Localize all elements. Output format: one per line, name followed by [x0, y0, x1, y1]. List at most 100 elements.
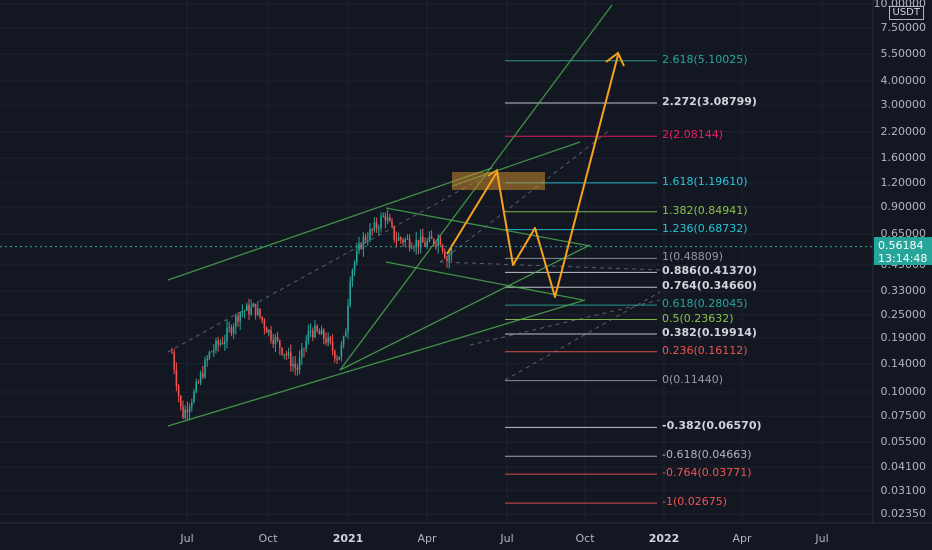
- candle-body: [303, 348, 305, 350]
- projection-arrowhead: [605, 51, 625, 67]
- price-tick-label: 4.00000: [880, 74, 927, 88]
- price-tick-label: 0.05500: [880, 435, 927, 449]
- price-tick-label: 0.14000: [880, 356, 927, 370]
- candle-body: [197, 382, 200, 384]
- fib-level-label: -0.382(0.06570): [662, 419, 762, 433]
- candle-body: [279, 340, 281, 348]
- candle-body: [384, 215, 387, 221]
- candle-body: [188, 407, 191, 413]
- candle-body: [382, 215, 384, 217]
- trendline: [167, 299, 586, 427]
- fib-level-label: 2.272(3.08799): [662, 95, 757, 108]
- candle-body: [261, 316, 263, 321]
- candle-body: [312, 330, 314, 338]
- candle-body: [224, 341, 226, 344]
- candle-body: [221, 343, 224, 345]
- candle-body: [226, 328, 228, 342]
- candle-body: [265, 327, 268, 333]
- candle-body: [395, 239, 398, 241]
- candle-body: [378, 228, 380, 230]
- price-tick-label: 0.33000: [880, 284, 927, 298]
- trendline: [339, 244, 591, 371]
- candle-body: [318, 331, 321, 335]
- candle-body: [243, 310, 246, 312]
- price-tick-label: 0.90000: [880, 199, 927, 213]
- candle-body: [180, 395, 182, 407]
- candle-body: [331, 341, 334, 351]
- candle-body: [340, 344, 343, 357]
- candle-body: [314, 325, 316, 338]
- candle-body: [323, 329, 325, 339]
- candle-body: [358, 243, 360, 251]
- fib-level-label: 0.236(0.16112): [662, 343, 748, 357]
- candle-body: [208, 351, 211, 359]
- candle-body: [422, 236, 424, 243]
- candle-body: [424, 242, 426, 247]
- fib-level-label: -0.764(0.03771): [662, 466, 752, 480]
- candle-body: [268, 329, 270, 333]
- chart-grid: [0, 0, 873, 523]
- candle-body: [444, 251, 446, 259]
- candle-body: [294, 364, 296, 368]
- candle-body: [353, 262, 356, 271]
- time-tick-label: Oct: [575, 532, 595, 545]
- candle-body: [362, 236, 365, 249]
- candle-body: [448, 255, 450, 262]
- fib-level-label: 2.618(5.10025): [662, 52, 748, 66]
- dashed-guide: [504, 291, 661, 381]
- candle-body: [336, 358, 338, 360]
- fib-level-label: -1(0.02675): [662, 495, 728, 509]
- candle-body: [292, 364, 294, 366]
- candle-body: [213, 349, 215, 352]
- candle-body: [408, 238, 411, 248]
- price-tick-label: 0.25000: [880, 307, 927, 321]
- price-tick-label: 10.00000: [873, 0, 927, 10]
- candle-body: [173, 352, 175, 370]
- current-price-value: 0.56184: [878, 239, 924, 252]
- candle-body: [356, 250, 358, 263]
- fib-level-label: 1(0.48809): [662, 250, 724, 264]
- time-tick-label: Oct: [258, 532, 278, 545]
- time-tick-label: 2022: [648, 532, 680, 545]
- candle-body: [450, 247, 453, 256]
- candle-body: [367, 239, 369, 241]
- time-tick-label: 2021: [332, 532, 364, 545]
- candle-body: [393, 225, 395, 240]
- projection-line: [446, 54, 619, 298]
- fib-level-label: 0.382(0.19914): [662, 325, 757, 339]
- candle-body: [391, 221, 393, 226]
- candle-body: [351, 270, 354, 281]
- dashed-guide: [469, 299, 661, 346]
- candle-body: [426, 241, 428, 247]
- fib-level-label: 0(0.11440): [662, 372, 724, 386]
- candle-body: [272, 340, 274, 345]
- candle-body: [411, 247, 413, 249]
- candle-body: [219, 343, 222, 345]
- candle-body: [441, 245, 444, 252]
- dashed-guide: [439, 261, 661, 271]
- time-tick-label: Apr: [732, 532, 752, 545]
- time-tick-label: Jul: [815, 532, 829, 545]
- candle-body: [375, 222, 378, 229]
- candle-body: [237, 315, 239, 322]
- candle-body: [175, 369, 178, 387]
- time-tick-label: Jul: [180, 532, 194, 545]
- candle-body: [276, 337, 279, 341]
- fib-level-label: -0.618(0.04663): [662, 448, 752, 462]
- candle-body: [259, 308, 261, 317]
- candle-body: [430, 236, 433, 239]
- candle-body: [250, 306, 252, 315]
- price-tick-label: 2.20000: [880, 124, 927, 138]
- fib-level-label: 0.618(0.28045): [662, 297, 748, 311]
- candle-body: [307, 331, 310, 341]
- trendline: [167, 167, 493, 281]
- trend-lines: [167, 4, 661, 427]
- price-tick-label: 0.10000: [880, 384, 927, 398]
- price-tick-label: 5.50000: [880, 47, 927, 61]
- candle-body: [435, 244, 437, 246]
- candle-body: [270, 329, 272, 341]
- candle-body: [191, 402, 193, 408]
- trendline: [385, 261, 584, 301]
- candle-body: [404, 239, 406, 243]
